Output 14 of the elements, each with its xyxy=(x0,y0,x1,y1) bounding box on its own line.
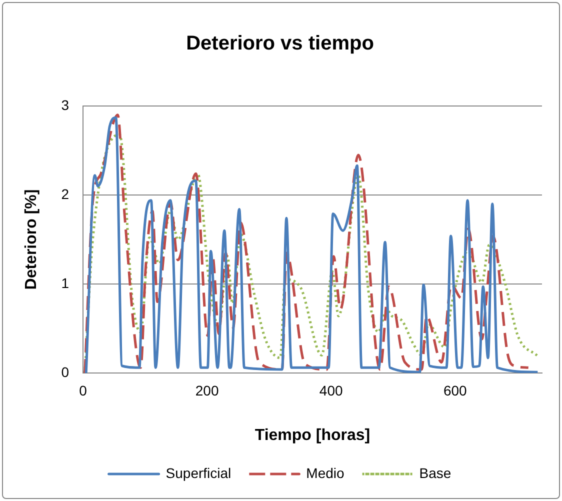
x-axis-title: Tiempo [horas] xyxy=(254,426,370,444)
legend-label: Superficial xyxy=(166,464,232,481)
y-tick-label: 2 xyxy=(61,186,70,202)
legend-label: Base xyxy=(419,464,452,481)
chart-title: Deterioro vs tiempo xyxy=(186,32,374,55)
x-tick-label: 400 xyxy=(319,382,343,398)
x-tick-label: 600 xyxy=(443,382,468,398)
x-tick-label: 0 xyxy=(79,382,88,398)
legend-label: Medio xyxy=(306,464,345,481)
y-axis-title: Deterioro [%] xyxy=(23,189,40,290)
y-tick-label: 1 xyxy=(61,274,70,291)
x-tick-label: 200 xyxy=(195,382,219,398)
y-tick-label: 3 xyxy=(61,96,70,113)
y-tick-label: 0 xyxy=(61,364,70,380)
